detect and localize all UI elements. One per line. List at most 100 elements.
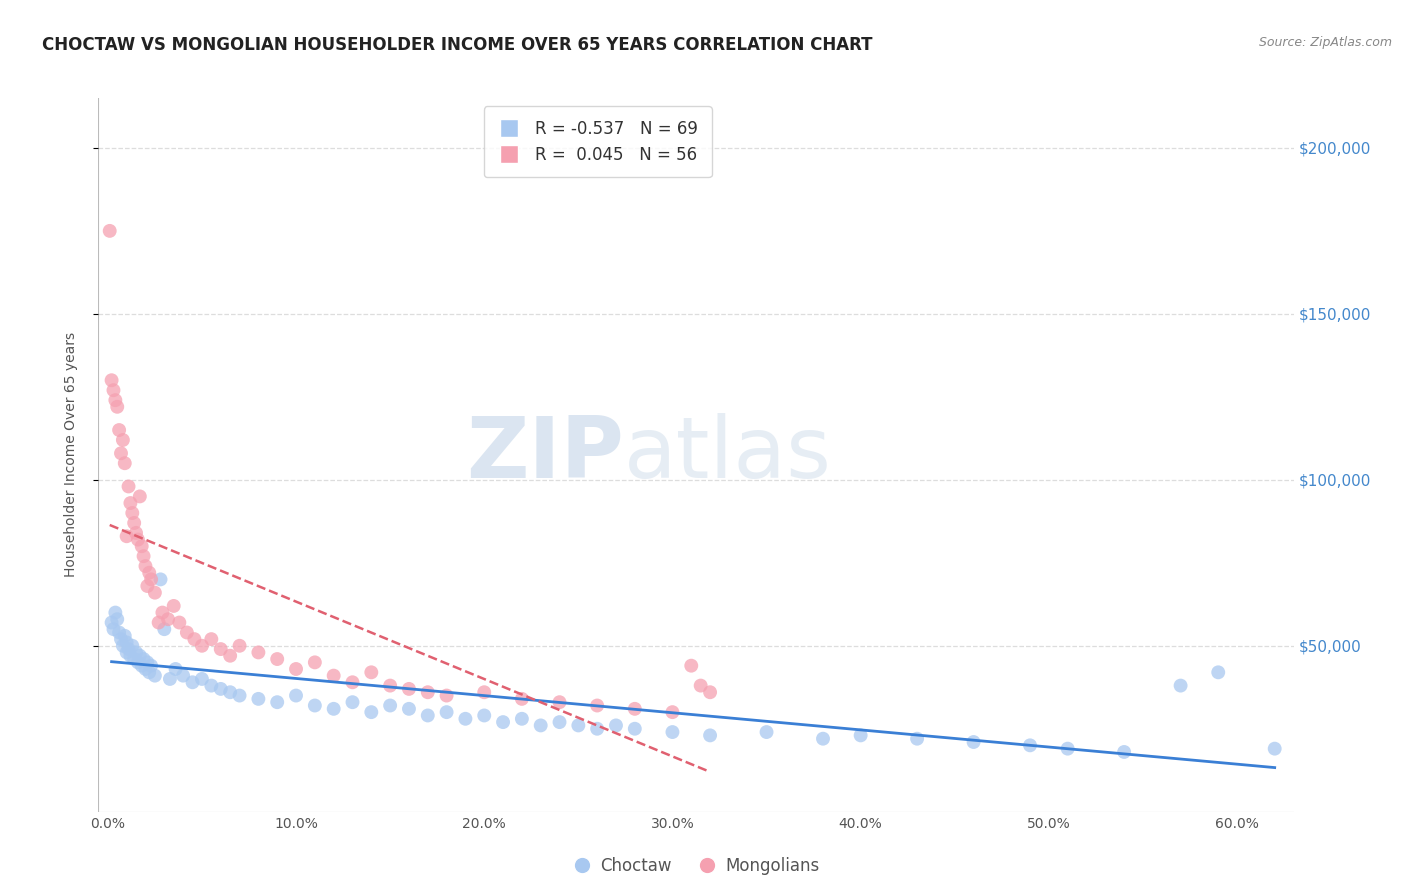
Point	[143, 585, 166, 599]
Point	[132, 652, 155, 666]
Point	[127, 533, 149, 547]
Point	[134, 559, 156, 574]
Point	[342, 695, 364, 709]
Point	[117, 479, 139, 493]
Point	[510, 691, 533, 706]
Point	[111, 433, 134, 447]
Point	[699, 685, 721, 699]
Point	[360, 665, 382, 680]
Point	[165, 662, 187, 676]
Point	[605, 718, 627, 732]
Point	[105, 400, 128, 414]
Point	[136, 579, 159, 593]
Point	[530, 718, 553, 732]
Point	[209, 681, 232, 696]
Point	[266, 652, 288, 666]
Text: CHOCTAW VS MONGOLIAN HOUSEHOLDER INCOME OVER 65 YEARS CORRELATION CHART: CHOCTAW VS MONGOLIAN HOUSEHOLDER INCOME …	[42, 36, 873, 54]
Point	[416, 685, 439, 699]
Point	[548, 695, 571, 709]
Point	[103, 622, 125, 636]
Point	[125, 525, 148, 540]
Point	[191, 672, 214, 686]
Point	[108, 423, 131, 437]
Point	[699, 728, 721, 742]
Point	[398, 702, 420, 716]
Point	[454, 712, 477, 726]
Text: atlas: atlas	[624, 413, 832, 497]
Point	[398, 681, 420, 696]
Point	[139, 658, 162, 673]
Point	[586, 698, 609, 713]
Point	[176, 625, 198, 640]
Point	[191, 639, 214, 653]
Point	[117, 642, 139, 657]
Point	[111, 639, 134, 653]
Point	[586, 722, 609, 736]
Point	[200, 632, 222, 647]
Point	[266, 695, 288, 709]
Point	[159, 672, 181, 686]
Point	[132, 549, 155, 563]
Point	[115, 645, 138, 659]
Point	[1206, 665, 1229, 680]
Point	[689, 679, 711, 693]
Point	[322, 702, 344, 716]
Point	[104, 606, 127, 620]
Point	[681, 658, 703, 673]
Point	[163, 599, 186, 613]
Point	[153, 622, 176, 636]
Point	[472, 685, 495, 699]
Point	[209, 642, 232, 657]
Point	[548, 715, 571, 730]
Point	[103, 383, 125, 397]
Point	[115, 635, 138, 649]
Point	[108, 625, 131, 640]
Point	[131, 539, 153, 553]
Point	[849, 728, 872, 742]
Point	[120, 496, 142, 510]
Point	[121, 639, 143, 653]
Point	[115, 529, 138, 543]
Point	[1114, 745, 1136, 759]
Point	[1056, 741, 1078, 756]
Point	[114, 629, 136, 643]
Point	[125, 645, 148, 659]
Point	[247, 691, 270, 706]
Point	[304, 656, 326, 670]
Point	[811, 731, 834, 746]
Text: Source: ZipAtlas.com: Source: ZipAtlas.com	[1258, 36, 1392, 49]
Point	[342, 675, 364, 690]
Point	[100, 373, 122, 387]
Text: ZIP: ZIP	[467, 413, 624, 497]
Point	[378, 698, 401, 713]
Point	[172, 668, 194, 682]
Point	[139, 573, 162, 587]
Point	[905, 731, 928, 746]
Point	[148, 615, 170, 630]
Point	[152, 606, 174, 620]
Point	[219, 685, 242, 699]
Point	[378, 679, 401, 693]
Point	[567, 718, 589, 732]
Point	[436, 689, 458, 703]
Point	[169, 615, 191, 630]
Point	[472, 708, 495, 723]
Point	[200, 679, 222, 693]
Point	[143, 668, 166, 682]
Point	[149, 573, 172, 587]
Point	[157, 612, 180, 626]
Legend: Choctaw, Mongolians: Choctaw, Mongolians	[565, 851, 827, 882]
Point	[1019, 739, 1042, 753]
Point	[181, 675, 204, 690]
Point	[98, 224, 121, 238]
Point	[492, 715, 515, 730]
Point	[183, 632, 205, 647]
Point	[114, 456, 136, 470]
Point	[1264, 741, 1286, 756]
Point	[416, 708, 439, 723]
Point	[134, 662, 156, 676]
Point	[285, 689, 308, 703]
Point	[131, 658, 153, 673]
Point	[136, 656, 159, 670]
Point	[322, 668, 344, 682]
